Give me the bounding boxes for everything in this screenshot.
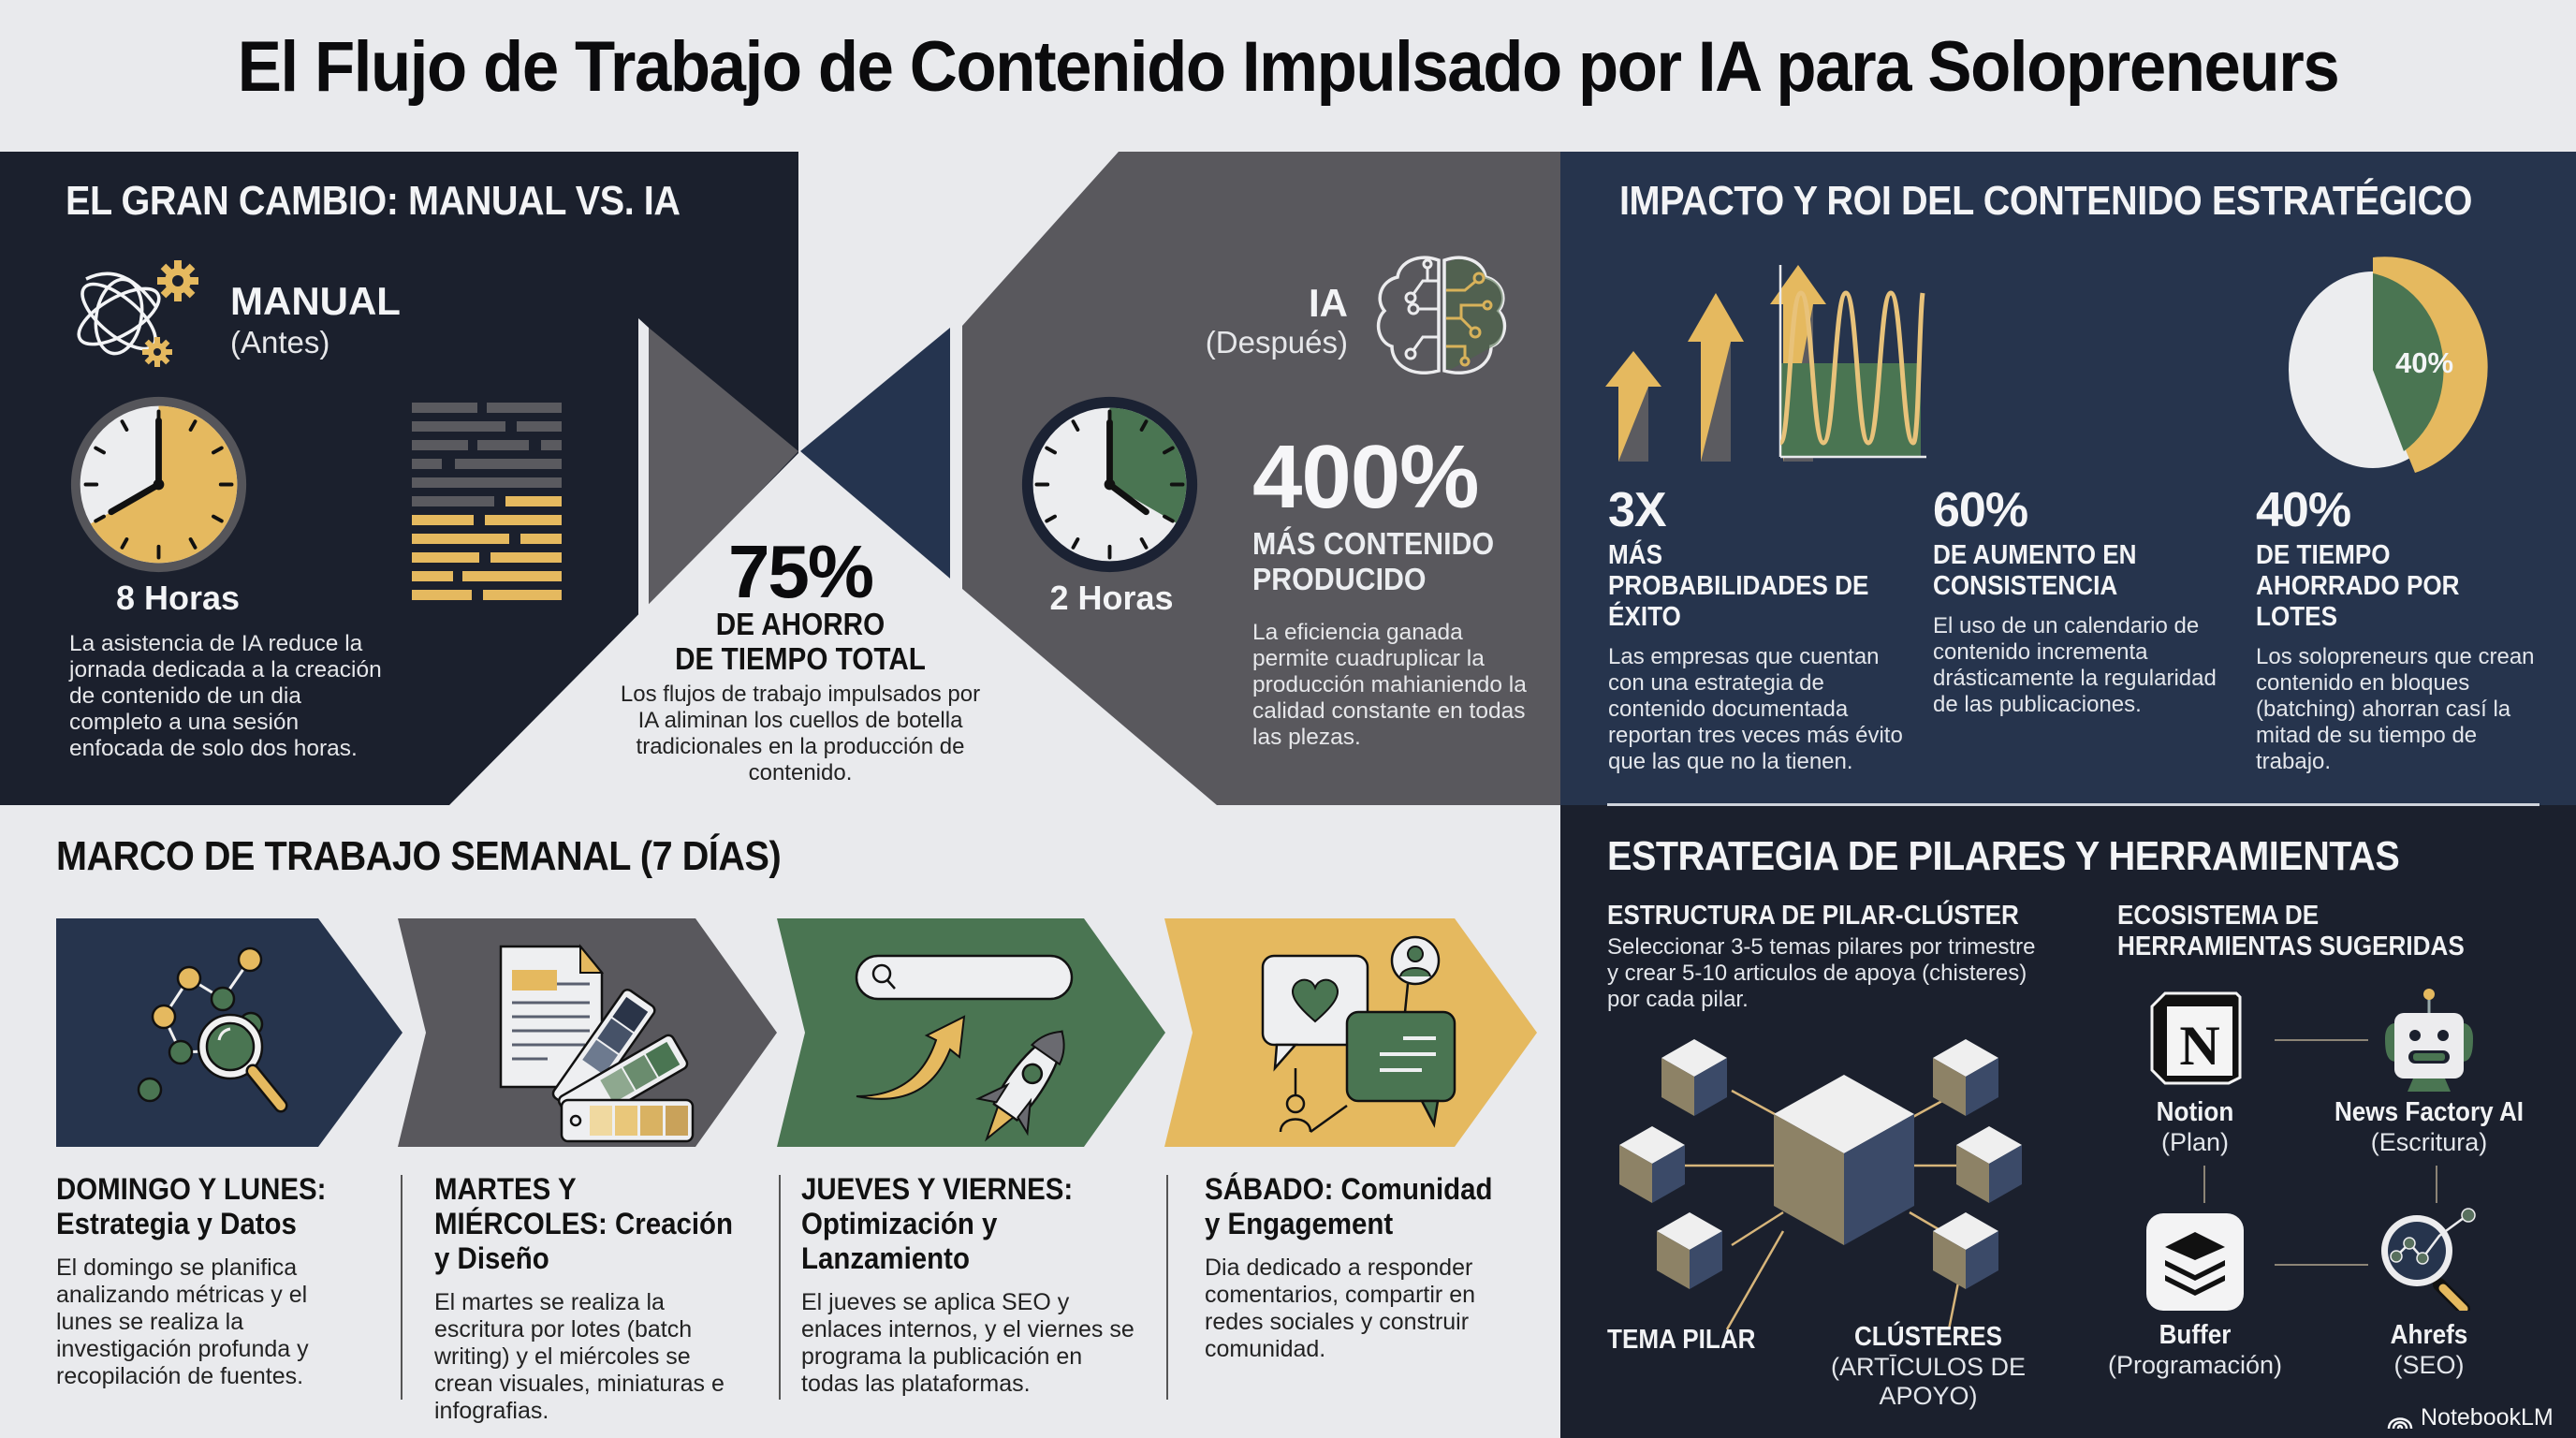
- shift-title: EL GRAN CAMBIO: MANUAL VS. IA: [66, 178, 681, 224]
- notebooklm-logo-icon: [2387, 1416, 2413, 1429]
- ia-hours: 2 Horas: [1049, 579, 1174, 617]
- robot-icon[interactable]: [2378, 987, 2481, 1092]
- pillars-panel: [1560, 805, 2576, 1438]
- pillar-label: TEMA PILAR: [1607, 1325, 1756, 1355]
- cluster-label: CLÚSTERES: [1853, 1322, 2003, 1352]
- manual-hours: 8 Horas: [115, 579, 241, 617]
- ia-label: IA: [1309, 281, 1348, 325]
- section-divider: [1607, 803, 2539, 806]
- step-arrow-3: [777, 918, 1165, 1147]
- stat-batching: 40% DE TIEMPO AHORRADO POR LOTES Los sol…: [2256, 482, 2565, 775]
- tool-newsfactory: News Factory AI (Escritura): [2321, 1097, 2537, 1157]
- buffer-layers-icon[interactable]: [2146, 1213, 2244, 1311]
- step-arrow-2: [398, 918, 777, 1147]
- stat-label: MÁS PROBABILIDADES DE ÉXITO: [1608, 540, 1869, 632]
- tool-role: (Programación): [2107, 1351, 2283, 1379]
- step-1: DOMINGO Y LUNES: Estrategia y Datos El d…: [56, 1172, 365, 1390]
- text-lines-icon: [412, 403, 562, 563]
- stat-value: 60%: [1933, 483, 2028, 537]
- step-arrow-1: [56, 918, 402, 1147]
- tool-buffer: Buffer (Programación): [2097, 1320, 2293, 1380]
- page-title: El Flujo de Trabajo de Contenido Impulsa…: [237, 27, 2340, 107]
- tool-name: Ahrefs: [2390, 1320, 2468, 1350]
- step-2: MARTES Y MIÉRCOLES: Creación y Diseño El…: [434, 1172, 771, 1425]
- stat-description: Las empresas que cuentan con una estrate…: [1608, 644, 1903, 774]
- pillar-topic-caption: TEMA PILAR: [1607, 1325, 1772, 1356]
- brain-circuit-icon: [1376, 256, 1507, 374]
- stat-description: El uso de un calendario de contenido inc…: [1933, 613, 2217, 717]
- text-lines-icon-bottom: [412, 571, 562, 600]
- roi-title: IMPACTO Y ROI DEL CONTENIDO ESTRATÉGICO: [1619, 178, 2472, 224]
- clock-8h-icon: [70, 396, 247, 573]
- cluster-cube: [1661, 1039, 1727, 1116]
- saving-label-line1: DE AHORRO: [715, 607, 886, 641]
- stat-label: DE TIEMPO AHORRADO POR LOTES: [2256, 540, 2460, 632]
- tool-role: (Plan): [2160, 1128, 2230, 1156]
- more-content-percentage: 400%: [1252, 427, 1480, 527]
- tool-role: (Escritura): [2370, 1128, 2488, 1156]
- step-title: MARTES Y MIÉRCOLES: Creación y Diseño: [434, 1172, 733, 1275]
- stat-value: 40%: [2256, 483, 2351, 537]
- manual-label: MANUAL: [230, 279, 401, 323]
- tool-role: (SEO): [2393, 1351, 2465, 1379]
- stat-consistency: 60% DE AUMENTO EN CONSISTENCIA El uso de…: [1933, 482, 2232, 718]
- tool-name: News Factory AI: [2334, 1097, 2525, 1127]
- step-3: JUEVES Y VIERNES: Optimización y Lanzami…: [801, 1172, 1138, 1398]
- step-title: JUEVES Y VIERNES: Optimización y Lanzami…: [801, 1172, 1074, 1275]
- ahrefs-magnifier-icon[interactable]: [2378, 1208, 2481, 1311]
- pillar-cluster-diagram: [1619, 1039, 2022, 1330]
- tool-name: Buffer: [2159, 1320, 2232, 1350]
- structure-title: ESTRUCTURA DE PILAR-CLÚSTER: [1607, 901, 2019, 931]
- step-description: Dia dedicado a responder comentarios, co…: [1205, 1255, 1476, 1362]
- manual-sublabel: (Antes): [230, 325, 330, 360]
- saving-description: Los flujos de trabajo impulsados por IA …: [620, 682, 981, 785]
- saving-label-line2: DE TIEMPO TOTAL: [675, 641, 926, 676]
- pie-label: 40%: [2395, 346, 2453, 379]
- step-description: El jueves se aplica SEO y enlaces intern…: [801, 1289, 1134, 1397]
- wave-chart-icon: [1778, 265, 1926, 459]
- more-content-label: MÁS CONTENIDO PRODUCIDO: [1252, 526, 1528, 597]
- center-geometry: [449, 316, 1217, 805]
- step-divider: [779, 1175, 781, 1400]
- notion-icon[interactable]: N: [2146, 990, 2244, 1087]
- pie-chart-icon: 40%: [2289, 257, 2488, 473]
- svg-text:N: N: [2179, 1015, 2219, 1077]
- pillars-title: ESTRATEGIA DE PILARES Y HERRAMIENTAS: [1607, 833, 2400, 879]
- stat-description: Los solopreneurs que crean contenido en …: [2256, 644, 2535, 774]
- brand-label: NotebookLM: [2421, 1404, 2554, 1431]
- cluster-caption: CLÚSTERES (ARTĪCULOS DE APOYO): [1783, 1322, 2073, 1411]
- saving-label: DE AHORRO DE TIEMPO TOTAL: [628, 607, 973, 676]
- notebooklm-brand: NotebookLM: [2387, 1404, 2554, 1431]
- tool-name: Notion: [2156, 1097, 2234, 1127]
- clock-2h-icon: [1021, 396, 1198, 573]
- cluster-sublabel: (ARTĪCULOS DE APOYO): [1830, 1353, 2027, 1410]
- stat-value: 3X: [1608, 483, 1667, 537]
- tools-title: ECOSISTEMA DE HERRAMIENTAS SUGERIDAS: [2117, 901, 2465, 961]
- more-label-line1: MÁS CONTENIDO: [1252, 526, 1495, 561]
- atom-gears-icon: [77, 260, 198, 367]
- step-title: DOMINGO Y LUNES: Estrategia y Datos: [56, 1172, 327, 1240]
- manual-description: La asistencia de IA reduce la jornada de…: [69, 631, 382, 761]
- stat-success: 3X MÁS PROBABILIDADES DE ÉXITO Las empre…: [1608, 482, 1917, 775]
- step-4: SÁBADO: Comunidad y Engagement Dia dedic…: [1205, 1172, 1542, 1363]
- step-arrow-4: [1164, 918, 1537, 1147]
- structure-description: Seleccionar 3-5 temas pilares por trimes…: [1607, 934, 2036, 1012]
- tools-connectors: [2203, 1039, 2437, 1266]
- step-divider: [1166, 1175, 1168, 1400]
- more-label-line2: PRODUCIDO: [1252, 562, 1427, 596]
- step-description: El domingo se planifica analizando métri…: [56, 1255, 309, 1389]
- tool-ahrefs: Ahrefs (SEO): [2335, 1320, 2523, 1380]
- stat-label: DE AUMENTO EN CONSISTENCIA: [1933, 540, 2137, 601]
- step-description: El martes se realiza la escritura por lo…: [434, 1289, 724, 1424]
- saving-percentage: 75%: [727, 530, 874, 613]
- weekly-title: MARCO DE TRABAJO SEMANAL (7 DÍAS): [56, 833, 782, 879]
- tool-notion: Notion (Plan): [2111, 1097, 2279, 1157]
- step-title: SÁBADO: Comunidad y Engagement: [1205, 1172, 1493, 1240]
- ia-sublabel: (Después): [1205, 325, 1348, 360]
- more-content-description: La eficiencia ganada permite cuadruplica…: [1252, 620, 1527, 750]
- step-divider: [401, 1175, 402, 1400]
